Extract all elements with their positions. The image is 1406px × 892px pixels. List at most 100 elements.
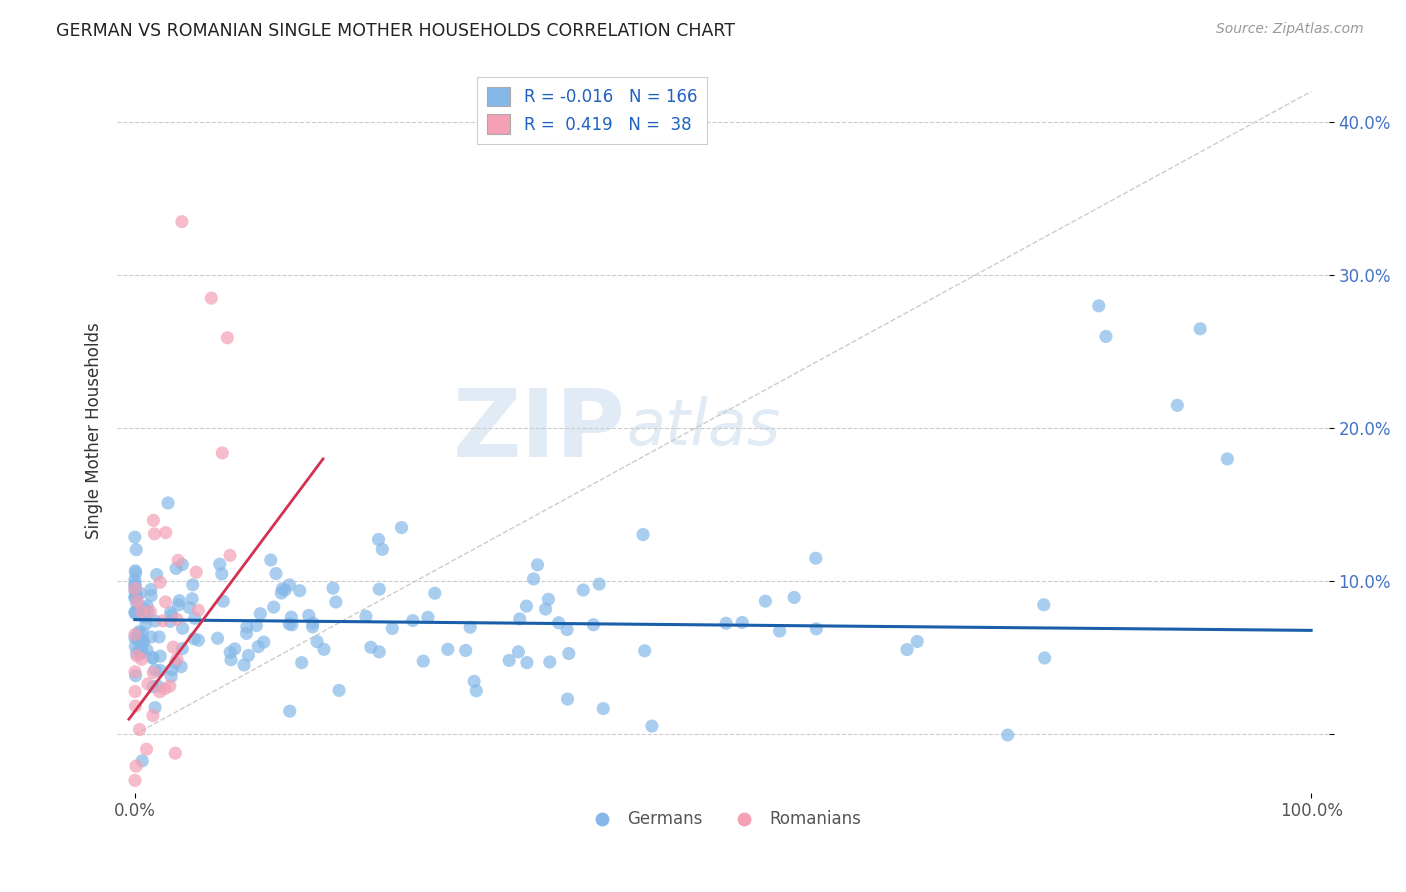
Point	[804, 551, 827, 566]
Point	[129, 632, 152, 647]
Point	[498, 653, 520, 667]
Point	[436, 642, 458, 657]
Point	[134, 610, 156, 624]
Point	[783, 591, 806, 605]
Point	[509, 612, 531, 626]
Point	[555, 623, 578, 637]
Point	[141, 589, 163, 603]
Legend: Germans, Romanians: Germans, Romanians	[578, 804, 868, 835]
Point	[211, 566, 233, 581]
Point	[301, 615, 323, 630]
Y-axis label: Single Mother Households: Single Mother Households	[86, 322, 103, 539]
Point	[124, 584, 146, 599]
Point	[166, 652, 188, 666]
Point	[157, 496, 180, 510]
Point	[143, 614, 166, 628]
Point	[135, 616, 157, 631]
Point	[557, 692, 579, 706]
Point	[236, 620, 259, 634]
Point	[806, 622, 828, 636]
Point	[131, 754, 153, 768]
Point	[143, 700, 166, 714]
Point	[165, 746, 187, 760]
Point	[159, 679, 181, 693]
Point	[368, 645, 391, 659]
Point	[124, 640, 146, 654]
Point	[139, 582, 162, 597]
Point	[523, 572, 546, 586]
Point	[235, 626, 257, 640]
Point	[187, 633, 209, 648]
Point	[1087, 299, 1109, 313]
Point	[754, 594, 776, 608]
Point	[124, 668, 146, 682]
Point	[155, 595, 177, 609]
Point	[132, 633, 155, 648]
Point	[558, 647, 581, 661]
Point	[152, 614, 174, 628]
Point	[124, 631, 146, 645]
Point	[253, 635, 276, 649]
Point	[238, 648, 260, 663]
Point	[516, 656, 538, 670]
Point	[179, 600, 201, 615]
Point	[125, 632, 148, 646]
Point	[142, 651, 165, 665]
Point	[714, 616, 737, 631]
Point	[515, 599, 537, 614]
Point	[1032, 598, 1054, 612]
Text: ZIP: ZIP	[453, 384, 626, 476]
Point	[307, 634, 329, 648]
Point	[270, 586, 292, 600]
Point	[367, 533, 389, 547]
Point	[136, 606, 159, 620]
Point	[160, 663, 183, 677]
Point	[165, 561, 187, 575]
Point	[129, 647, 152, 661]
Point	[131, 652, 153, 666]
Point	[124, 627, 146, 641]
Point	[172, 621, 194, 635]
Point	[233, 657, 256, 672]
Point	[368, 582, 391, 596]
Point	[124, 590, 146, 604]
Point	[127, 626, 149, 640]
Point	[160, 608, 183, 623]
Point	[128, 723, 150, 737]
Point	[322, 581, 344, 595]
Point	[245, 618, 267, 632]
Point	[124, 605, 146, 619]
Point	[124, 564, 146, 578]
Point	[125, 759, 148, 773]
Point	[1216, 451, 1239, 466]
Point	[136, 677, 159, 691]
Point	[124, 699, 146, 714]
Point	[207, 632, 229, 646]
Point	[148, 630, 170, 644]
Point	[592, 701, 614, 715]
Point	[149, 664, 172, 678]
Point	[582, 617, 605, 632]
Point	[142, 513, 165, 527]
Point	[129, 586, 152, 600]
Point	[381, 622, 404, 636]
Point	[183, 632, 205, 646]
Point	[463, 674, 485, 689]
Point	[181, 591, 204, 606]
Point	[211, 446, 233, 460]
Point	[146, 679, 169, 693]
Text: atlas: atlas	[626, 396, 780, 458]
Point	[160, 669, 183, 683]
Point	[131, 605, 153, 619]
Point	[124, 591, 146, 605]
Point	[896, 642, 918, 657]
Point	[1095, 329, 1118, 343]
Point	[731, 615, 754, 630]
Point	[217, 331, 239, 345]
Point	[281, 617, 304, 632]
Point	[125, 605, 148, 619]
Point	[769, 624, 792, 638]
Point	[641, 719, 664, 733]
Point	[124, 607, 146, 621]
Point	[165, 656, 187, 670]
